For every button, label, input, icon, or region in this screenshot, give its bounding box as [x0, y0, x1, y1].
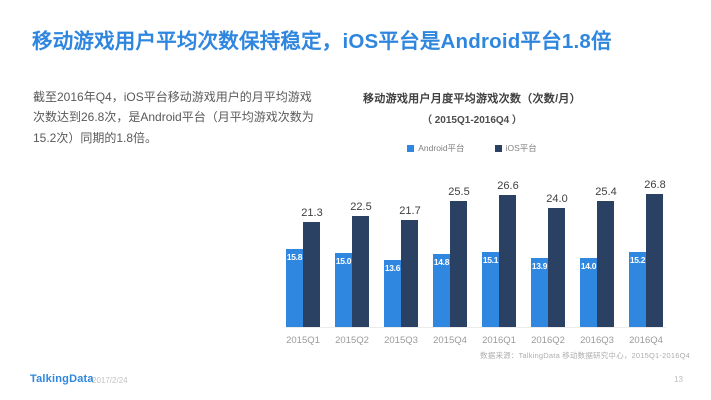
bar-ios-2016Q1	[499, 195, 516, 327]
bar-group-2016Q3: 14.0 25.4 2016Q3	[580, 177, 617, 346]
x-axis-label-2016Q3: 2016Q3	[580, 335, 614, 346]
chart-title: 移动游戏用户月度平均游戏次数（次数/月）	[362, 93, 582, 105]
x-axis-label-2015Q3: 2015Q3	[384, 335, 418, 346]
bar-ios-2015Q2	[352, 215, 369, 327]
value-label-android-2016Q3: 14.0	[580, 260, 597, 271]
x-axis-label-2015Q1: 2015Q1	[286, 335, 320, 346]
value-label-ios-2015Q1: 21.3	[301, 206, 323, 219]
talkingdata-logo: TalkingData	[30, 373, 94, 385]
x-axis-label-2015Q4: 2015Q4	[433, 335, 467, 346]
summary-paragraph: 截至2016年Q4，iOS平台移动游戏用户的月平均游戏次数达到26.8次，是An…	[33, 90, 314, 145]
android-swatch-icon	[407, 144, 415, 152]
bar-android-2016Q2	[531, 258, 548, 327]
bar-android-2015Q3	[384, 259, 401, 327]
chart-legend: Android平台 iOS平台	[276, 142, 692, 154]
page-title: 移动游戏用户平均次数保持稳定，iOS平台是Android平台1.8倍	[32, 30, 612, 53]
value-label-android-2016Q4: 15.2	[629, 254, 646, 265]
bar-ios-2016Q2	[548, 208, 565, 327]
data-source-note: 数据来源：TalkingData 移动数据研究中心，2015Q1-2016Q4	[480, 351, 690, 360]
x-axis-label-2016Q1: 2016Q1	[482, 335, 516, 346]
value-label-android-2015Q2: 15.0	[335, 255, 352, 266]
bar-group-2015Q1: 15.8 21.3 2015Q1	[286, 177, 323, 346]
plot-area: 15.8 21.3 2015Q1 15.0 22.5 2015Q2 13.6 21.7 2015…	[286, 177, 666, 346]
bar-ios-2016Q4	[646, 194, 663, 327]
x-axis-label-2016Q2: 2016Q2	[531, 335, 565, 346]
value-label-ios-2016Q4: 26.8	[644, 179, 666, 192]
bar-android-2016Q3	[580, 257, 597, 327]
value-label-android-2015Q4: 14.8	[433, 256, 450, 267]
bar-ios-2015Q1	[303, 221, 320, 327]
bar-ios-2015Q3	[401, 219, 418, 327]
value-label-ios-2015Q3: 21.7	[399, 204, 421, 217]
bar-group-2015Q3: 13.6 21.7 2015Q3	[384, 177, 421, 346]
bar-group-2015Q4: 14.8 25.5 2015Q4	[433, 177, 470, 346]
legend-label-ios: iOS平台	[505, 143, 537, 153]
legend-item-ios: iOS平台	[494, 142, 537, 154]
legend-label-android: Android平台	[418, 143, 465, 153]
value-label-android-2016Q1: 15.1	[482, 255, 499, 266]
chart-subtitle: （ 2015Q1-2016Q4 ）	[421, 115, 523, 126]
value-label-ios-2016Q3: 25.4	[595, 186, 617, 199]
bar-android-2016Q4	[629, 251, 646, 327]
bar-chart: 移动游戏用户月度平均游戏次数（次数/月） （ 2015Q1-2016Q4 ） A…	[276, 90, 692, 380]
bar-ios-2015Q4	[450, 200, 467, 327]
value-label-android-2016Q2: 13.9	[531, 261, 548, 272]
legend-item-android: Android平台	[407, 142, 465, 154]
bar-group-2015Q2: 15.0 22.5 2015Q2	[335, 177, 372, 346]
bar-android-2016Q1	[482, 252, 499, 327]
ios-swatch-icon	[494, 144, 502, 152]
bar-android-2015Q2	[335, 252, 352, 327]
bar-android-2015Q4	[433, 253, 450, 327]
value-label-ios-2016Q1: 26.6	[497, 180, 519, 193]
bar-ios-2016Q3	[597, 201, 614, 327]
bar-group-2016Q2: 13.9 24.0 2016Q2	[531, 177, 568, 346]
page-number: 13	[674, 375, 683, 384]
value-label-android-2015Q1: 15.8	[286, 251, 303, 262]
x-axis-label-2015Q2: 2015Q2	[335, 335, 369, 346]
bar-group-2016Q1: 15.1 26.6 2016Q1	[482, 177, 519, 346]
value-label-android-2015Q3: 13.6	[384, 262, 401, 273]
x-axis-label-2016Q4: 2016Q4	[629, 335, 663, 346]
footer-date: 2017/2/24	[92, 376, 128, 385]
value-label-ios-2016Q2: 24.0	[546, 193, 568, 206]
value-label-ios-2015Q2: 22.5	[350, 200, 372, 213]
value-label-ios-2015Q4: 25.5	[448, 185, 470, 198]
bar-android-2015Q1	[286, 248, 303, 327]
bar-group-2016Q4: 15.2 26.8 2016Q4	[629, 177, 666, 346]
